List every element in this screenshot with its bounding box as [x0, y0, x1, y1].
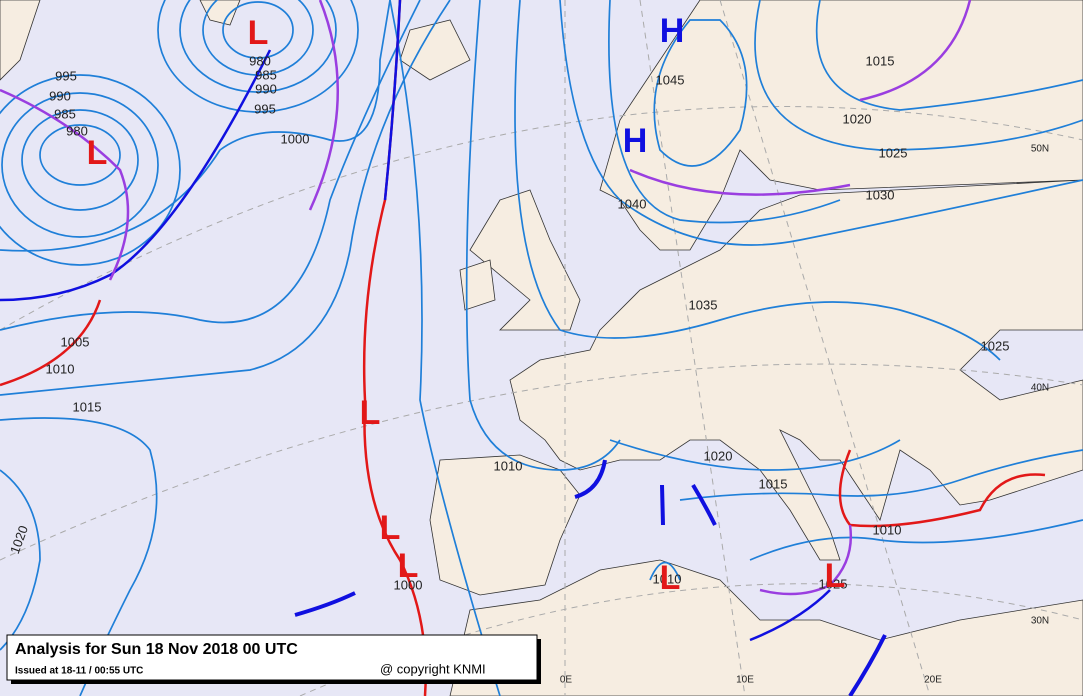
isobar-label: 985 [54, 106, 76, 121]
grid-label: 10E [736, 675, 754, 686]
pressure-center: L [398, 547, 419, 585]
isobar-label: 1030 [866, 187, 895, 202]
isobar-label: 980 [66, 123, 88, 138]
isobar-label: 995 [55, 68, 77, 83]
isobar-label: 1045 [656, 72, 685, 87]
grid-label: 50N [1031, 144, 1049, 155]
pressure-center: H [660, 12, 685, 50]
pressure-center: L [248, 14, 269, 52]
grid-label: 40N [1031, 383, 1049, 394]
title-box: Analysis for Sun 18 Nov 2018 00 UTC Issu… [6, 634, 541, 684]
pressure-center: L [825, 557, 846, 595]
isobar-label: 980 [249, 53, 271, 68]
isobar-label: 1000 [281, 131, 310, 146]
grid-label: 30N [1031, 616, 1049, 627]
isobar-label: 1035 [689, 297, 718, 312]
isobar-label: 1015 [866, 53, 895, 68]
isobar-label: 1020 [843, 111, 872, 126]
copyright: @ copyright KNMI [380, 661, 486, 676]
isobar-label: 1025 [819, 576, 848, 591]
pressure-center: L [360, 394, 381, 432]
isobar-label: 985 [255, 67, 277, 82]
isobar-label: 1010 [494, 458, 523, 473]
pressure-center: L [660, 559, 681, 597]
isobar-label: 995 [254, 101, 276, 116]
isobar-label: 1025 [879, 145, 908, 160]
isobar-label: 1005 [61, 334, 90, 349]
title: Analysis for Sun 18 Nov 2018 00 UTC [15, 641, 298, 658]
fronts [0, 0, 1046, 696]
issued: Issued at 18-11 / 00:55 UTC [15, 666, 143, 677]
labels: 9959909859809809859909951000100510101015… [7, 12, 1049, 686]
isobar-label: 1000 [394, 577, 423, 592]
grid-label: 20E [924, 675, 942, 686]
pressure-center: L [380, 509, 401, 547]
isobar-label: 1025 [981, 338, 1010, 353]
isobar-label: 1015 [759, 476, 788, 491]
isobar-label: 1040 [618, 196, 647, 211]
isobar-label: 990 [49, 88, 71, 103]
isobar-label: 1010 [46, 361, 75, 376]
pressure-center: H [623, 122, 648, 160]
isobar-label: 1015 [73, 399, 102, 414]
pressure-center: L [87, 134, 108, 172]
grid-label: 0E [560, 675, 573, 686]
isobar-label: 1010 [653, 571, 682, 586]
isobar-label: 1020 [704, 448, 733, 463]
isobar-label: 990 [255, 81, 277, 96]
isobar-label: 1010 [873, 522, 902, 537]
